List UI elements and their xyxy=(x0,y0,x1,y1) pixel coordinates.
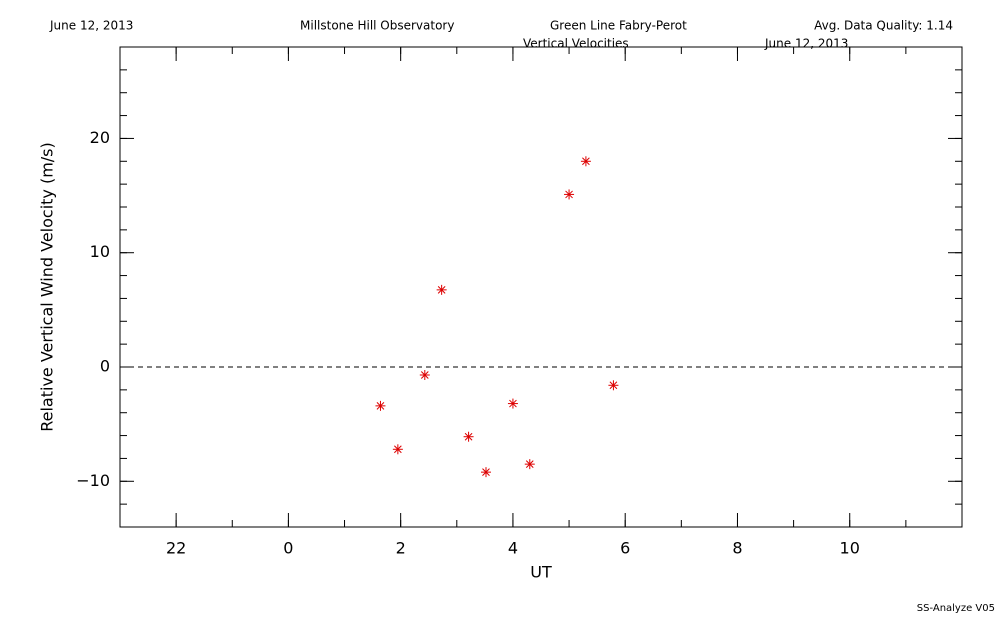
point xyxy=(463,431,474,442)
y-tick-label: 0 xyxy=(100,357,110,376)
chart-title: Vertical Velocities xyxy=(523,37,629,51)
asterisk-stroke xyxy=(464,432,473,441)
plot-frame xyxy=(119,46,963,528)
x-tick-label: 6 xyxy=(620,539,630,558)
point xyxy=(480,467,491,478)
x-tick-label: 0 xyxy=(283,539,293,558)
x-tick-label: 4 xyxy=(508,539,518,558)
asterisk-stroke xyxy=(509,399,517,408)
footer: SS-Analyze V05 xyxy=(917,603,995,614)
header-instrument: Green Line Fabry-Perot xyxy=(550,19,687,33)
y-tick-label: 10 xyxy=(90,242,110,261)
x-tick-label: 2 xyxy=(396,539,406,558)
point xyxy=(580,156,591,167)
x-tick-label: 10 xyxy=(840,539,860,558)
asterisk-stroke xyxy=(376,402,385,410)
point xyxy=(507,398,518,409)
asterisk-stroke xyxy=(437,286,446,294)
point xyxy=(524,459,535,470)
y-tick-label: 20 xyxy=(90,128,110,147)
point xyxy=(564,189,575,200)
asterisk-stroke xyxy=(565,190,573,199)
asterisk-stroke xyxy=(609,381,618,390)
point xyxy=(436,284,447,295)
point xyxy=(419,370,430,380)
header-date: June 12, 2013 xyxy=(49,19,133,33)
asterisk-stroke xyxy=(582,157,590,166)
point xyxy=(392,444,403,455)
point xyxy=(375,400,386,411)
asterisk-stroke xyxy=(394,445,402,454)
asterisk-stroke xyxy=(420,371,429,379)
x-tick-label: 22 xyxy=(166,539,186,558)
x-tick-label: 8 xyxy=(732,539,742,558)
asterisk-stroke xyxy=(525,460,534,468)
x-axis-label: UT xyxy=(530,563,552,582)
y-axis-label: Relative Vertical Wind Velocity (m/s) xyxy=(38,142,57,432)
chart-subtitle: June 12, 2013 xyxy=(764,37,848,51)
asterisk-stroke xyxy=(482,468,490,476)
header-quality: Avg. Data Quality: 1.14 xyxy=(814,19,953,33)
point xyxy=(608,380,619,391)
header-observatory: Millstone Hill Observatory xyxy=(300,19,454,33)
y-tick-label: −10 xyxy=(76,471,110,490)
